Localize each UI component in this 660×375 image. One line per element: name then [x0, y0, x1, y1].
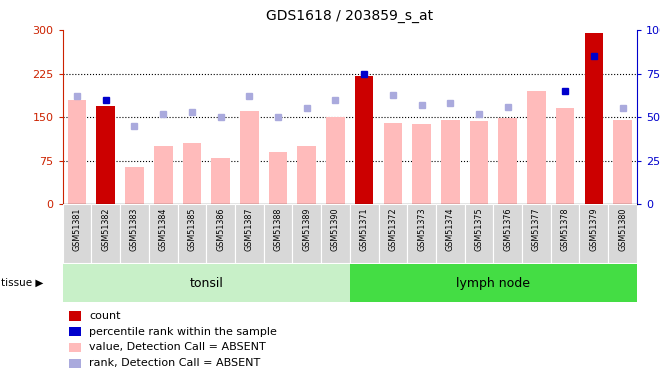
- Bar: [68, 100, 86, 204]
- Bar: [550, 204, 579, 262]
- Text: GSM51372: GSM51372: [388, 207, 397, 251]
- Bar: [522, 204, 550, 262]
- Bar: [263, 204, 292, 262]
- Text: GSM51387: GSM51387: [245, 207, 254, 251]
- Text: GSM51373: GSM51373: [417, 207, 426, 251]
- Bar: [407, 204, 436, 262]
- Text: GSM51384: GSM51384: [158, 207, 168, 251]
- Bar: [321, 204, 350, 262]
- Bar: [383, 123, 402, 204]
- Bar: [63, 264, 350, 302]
- Bar: [292, 204, 321, 262]
- Text: GSM51374: GSM51374: [446, 207, 455, 251]
- Text: GSM51380: GSM51380: [618, 207, 627, 251]
- Text: GSM51378: GSM51378: [560, 207, 570, 251]
- Bar: [125, 166, 144, 204]
- Bar: [441, 120, 459, 204]
- Text: GSM51385: GSM51385: [187, 207, 197, 251]
- Bar: [148, 204, 178, 262]
- Bar: [498, 118, 517, 204]
- Bar: [436, 204, 465, 262]
- Bar: [493, 204, 522, 262]
- Text: GSM51375: GSM51375: [475, 207, 484, 251]
- Bar: [183, 143, 201, 204]
- Bar: [585, 33, 603, 204]
- Text: GDS1618 / 203859_s_at: GDS1618 / 203859_s_at: [266, 9, 434, 23]
- Text: GSM51389: GSM51389: [302, 207, 312, 251]
- Bar: [298, 146, 316, 204]
- Bar: [350, 204, 378, 262]
- Bar: [609, 204, 637, 262]
- Text: percentile rank within the sample: percentile rank within the sample: [89, 327, 277, 337]
- Bar: [379, 204, 407, 262]
- Bar: [613, 120, 632, 204]
- Text: tissue ▶: tissue ▶: [1, 278, 44, 288]
- Text: lymph node: lymph node: [456, 277, 531, 290]
- Bar: [412, 124, 431, 204]
- Text: count: count: [89, 311, 121, 321]
- Bar: [556, 108, 574, 204]
- Bar: [154, 146, 172, 204]
- Text: GSM51381: GSM51381: [73, 207, 82, 251]
- Bar: [470, 121, 488, 204]
- Bar: [355, 76, 374, 204]
- Bar: [350, 264, 637, 302]
- Bar: [178, 204, 206, 262]
- Text: value, Detection Call = ABSENT: value, Detection Call = ABSENT: [89, 342, 266, 352]
- Text: GSM51382: GSM51382: [101, 207, 110, 251]
- Text: GSM51388: GSM51388: [273, 207, 282, 251]
- Text: rank, Detection Call = ABSENT: rank, Detection Call = ABSENT: [89, 358, 260, 368]
- Text: tonsil: tonsil: [189, 277, 223, 290]
- Text: GSM51383: GSM51383: [130, 207, 139, 251]
- Bar: [240, 111, 259, 204]
- Text: GSM51386: GSM51386: [216, 207, 225, 251]
- Bar: [326, 117, 345, 204]
- Bar: [465, 204, 493, 262]
- Bar: [211, 158, 230, 204]
- Bar: [527, 91, 546, 204]
- Bar: [206, 204, 235, 262]
- Bar: [579, 204, 609, 262]
- Text: GSM51377: GSM51377: [532, 207, 541, 251]
- Bar: [269, 152, 287, 204]
- Text: GSM51379: GSM51379: [589, 207, 599, 251]
- Bar: [91, 204, 120, 262]
- Bar: [63, 204, 91, 262]
- Bar: [235, 204, 263, 262]
- Bar: [96, 106, 115, 204]
- Text: GSM51371: GSM51371: [360, 207, 369, 251]
- Text: GSM51376: GSM51376: [503, 207, 512, 251]
- Bar: [120, 204, 149, 262]
- Text: GSM51390: GSM51390: [331, 207, 340, 251]
